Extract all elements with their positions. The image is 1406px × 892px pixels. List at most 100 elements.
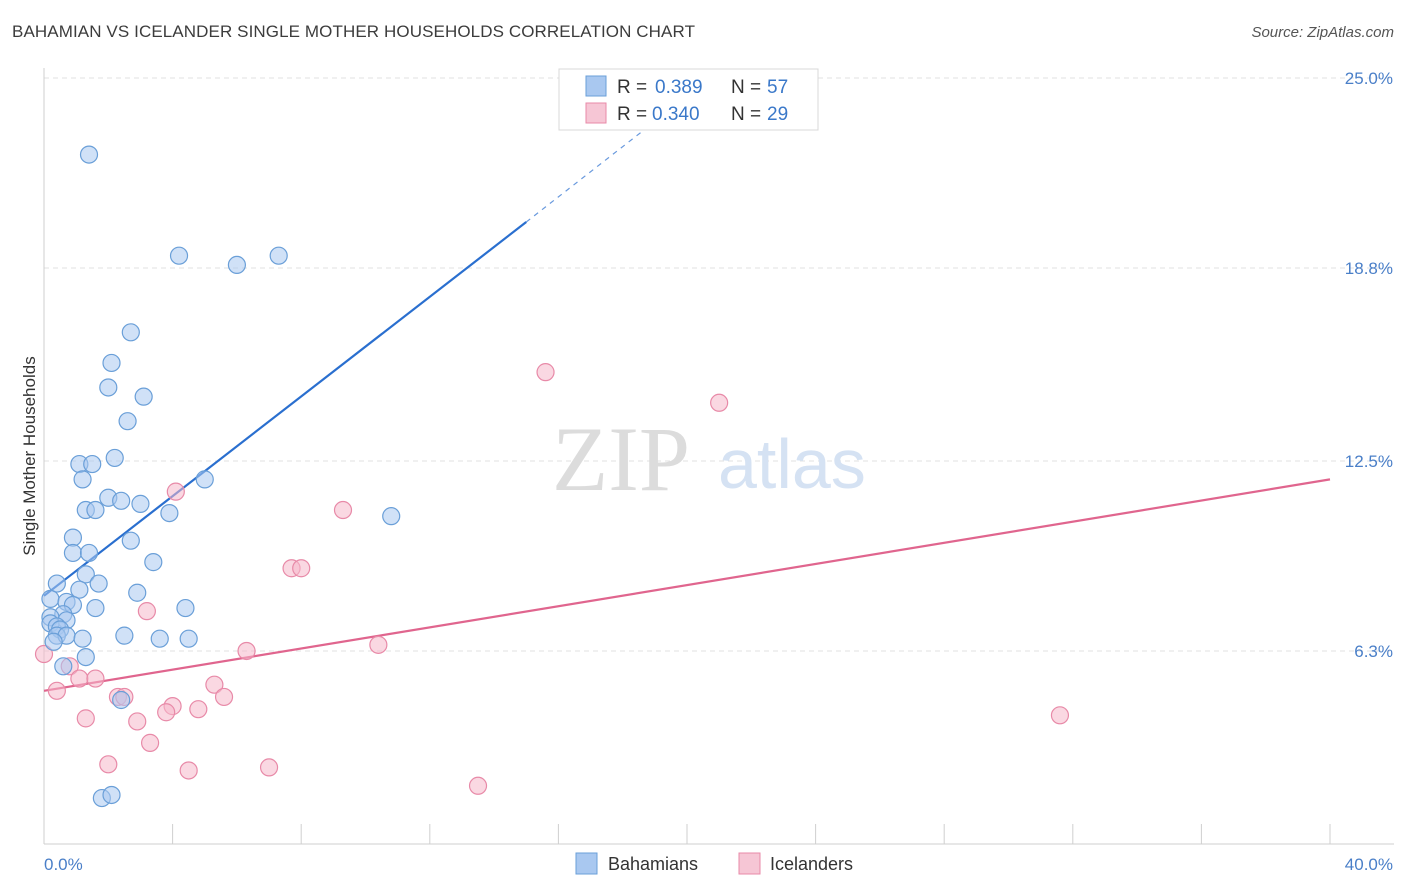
icelanders-point-18	[189, 700, 208, 719]
bahamians-point-8	[118, 412, 137, 431]
icelanders-point-23	[179, 761, 198, 780]
bahamians-point-47	[73, 629, 92, 648]
bahamians-point-16	[131, 494, 150, 513]
bahamians-point-21	[63, 528, 83, 547]
legend-r-value-icelanders: 0.340	[652, 104, 700, 125]
bottom-legend-label-icelanders: Icelanders	[770, 854, 853, 874]
bahamians-point-53	[102, 785, 121, 805]
icelanders-point-13	[214, 687, 234, 707]
icelanders-points	[34, 363, 1070, 795]
bahamians-point-49	[76, 647, 95, 667]
bahamians-point-3	[269, 246, 288, 265]
x-ticks	[172, 824, 1331, 844]
x-tick-label-max: 40.0%	[1345, 855, 1393, 874]
bahamians-point-7	[99, 378, 118, 397]
bottom-legend-swatch-icelanders	[738, 852, 761, 875]
y-tick-label-3: 25.0%	[1345, 69, 1393, 88]
chart-title: BAHAMIAN VS ICELANDER SINGLE MOTHER HOUS…	[12, 22, 696, 41]
bahamians-trend-line	[43, 221, 527, 597]
icelanders-point-0	[34, 644, 54, 664]
icelanders-point-27	[710, 393, 729, 412]
bahamians-point-23	[63, 543, 83, 563]
icelanders-point-5	[166, 482, 185, 501]
bahamians-point-35	[176, 598, 195, 618]
bahamians-point-30	[128, 583, 147, 602]
bahamians-point-31	[41, 589, 60, 608]
icelanders-point-21	[140, 733, 160, 752]
bahamians-point-51	[112, 690, 131, 710]
icelanders-point-6	[333, 500, 353, 520]
icelanders-point-10	[237, 641, 256, 661]
bahamians-point-50	[54, 657, 73, 676]
bahamians-point-27	[47, 574, 66, 593]
icelanders-point-4	[86, 669, 105, 688]
legend-r-label-icelanders: R =	[617, 104, 647, 125]
bottom-legend-swatch-bahamians	[575, 852, 598, 875]
icelanders-point-24	[259, 758, 279, 777]
x-tick-label-min: 0.0%	[44, 855, 83, 874]
bahamians-point-12	[73, 470, 92, 489]
bahamians-point-1	[169, 246, 189, 265]
icelanders-point-8	[292, 559, 311, 578]
icelanders-point-9	[137, 602, 156, 621]
legend-swatch-bahamians	[585, 75, 607, 97]
bahamians-point-28	[89, 574, 108, 593]
series-legend: Bahamians Icelanders	[575, 852, 853, 875]
icelanders-point-26	[536, 363, 555, 382]
y-tick-labels: 6.3% 12.5% 18.8% 25.0%	[1345, 69, 1393, 661]
bahamians-point-44	[179, 629, 198, 648]
bahamians-point-5	[102, 353, 121, 373]
bahamians-point-22	[121, 531, 140, 550]
icelanders-point-19	[76, 709, 95, 728]
legend-n-label-bahamians: N =	[731, 77, 761, 98]
bahamians-point-29	[70, 580, 89, 599]
bahamians-point-24	[79, 543, 99, 563]
bahamians-point-2	[227, 255, 246, 275]
watermark-atlas: atlas	[718, 425, 866, 503]
bahamians-points	[41, 145, 401, 808]
bottom-legend-label-bahamians: Bahamians	[608, 854, 698, 874]
trend-lines	[43, 95, 1331, 692]
bahamians-point-48	[44, 632, 63, 651]
legend-n-value-icelanders: 29	[767, 104, 788, 125]
y-tick-label-1: 12.5%	[1345, 452, 1393, 471]
bahamians-point-15	[112, 491, 131, 510]
icelanders-point-1	[47, 681, 66, 700]
legend-n-label-icelanders: N =	[731, 104, 761, 125]
watermark-zip: ZIP	[552, 408, 690, 510]
legend-r-label-bahamians: R =	[617, 77, 647, 98]
source-label: Source: ZipAtlas.com	[1251, 24, 1394, 41]
bahamians-point-18	[86, 500, 105, 520]
icelanders-trend-line	[43, 478, 1331, 692]
icelanders-point-20	[128, 712, 147, 731]
axes	[43, 68, 1394, 845]
y-axis-title: Single Mother Households	[20, 356, 39, 555]
bahamians-point-6	[134, 387, 153, 406]
stats-legend: R = 0.389 N = 57 R = 0.340 N = 29	[558, 68, 819, 131]
bahamians-point-20	[382, 507, 401, 526]
icelanders-point-17	[157, 703, 176, 722]
y-tick-label-0: 6.3%	[1354, 642, 1393, 661]
icelanders-point-11	[369, 635, 388, 654]
bahamians-point-10	[83, 454, 102, 474]
grid-lines	[44, 77, 1394, 652]
legend-n-value-bahamians: 57	[767, 77, 788, 98]
icelanders-point-22	[99, 755, 118, 774]
icelanders-point-3	[70, 669, 89, 688]
bahamians-point-42	[115, 626, 134, 645]
icelanders-point-25	[468, 776, 488, 795]
bahamians-point-26	[76, 565, 95, 584]
bahamians-point-4	[121, 323, 140, 342]
bahamians-point-0	[79, 145, 99, 164]
bahamians-point-34	[86, 598, 105, 618]
icelanders-point-28	[1050, 706, 1070, 725]
icelanders-point-12	[205, 675, 224, 694]
legend-swatch-icelanders	[585, 102, 607, 124]
bahamians-point-19	[160, 503, 179, 523]
bahamians-point-13	[195, 470, 214, 489]
bahamians-point-11	[105, 448, 124, 468]
y-tick-label-2: 18.8%	[1345, 259, 1393, 278]
legend-r-value-bahamians: 0.389	[655, 77, 703, 98]
bahamians-point-43	[150, 629, 169, 648]
